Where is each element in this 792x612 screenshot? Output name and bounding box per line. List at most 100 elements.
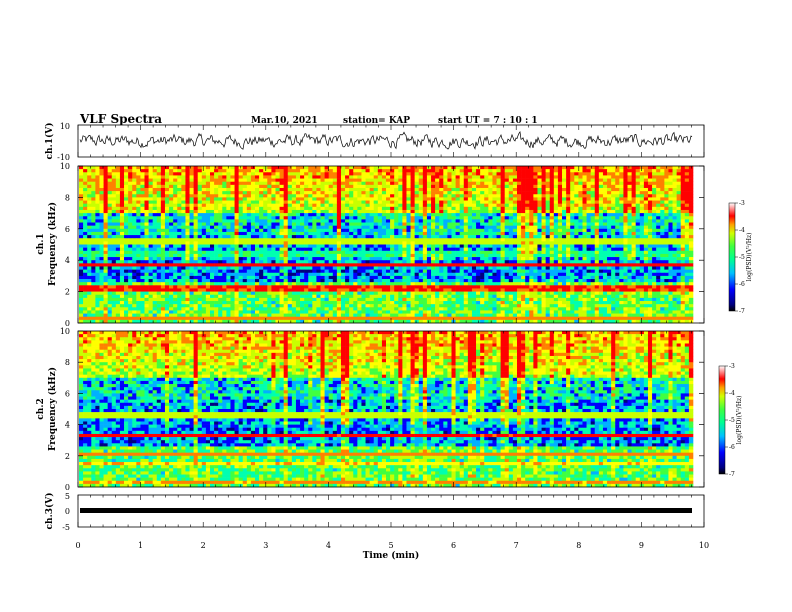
- spectrogram-cell: [435, 209, 440, 214]
- spectrogram-cell: [91, 257, 96, 261]
- spectrogram-cell: [480, 244, 485, 248]
- spectrogram-cell: [103, 253, 108, 258]
- spectrogram-cell: [214, 178, 219, 182]
- spectrogram-cell: [295, 191, 301, 195]
- spectrogram-cell: [656, 181, 661, 186]
- spectrogram-cell: [279, 250, 284, 255]
- spectrogram-cell: [656, 191, 661, 195]
- spectrogram-cell: [218, 178, 223, 182]
- spectrogram-cell: [410, 175, 415, 179]
- spectrogram-cell: [246, 216, 252, 220]
- spectrogram-cell: [332, 247, 338, 252]
- spectrogram-cell: [214, 206, 219, 211]
- spectrogram-cell: [664, 250, 669, 255]
- spectrogram-cell: [308, 235, 313, 239]
- spectrogram-cell: [255, 178, 260, 182]
- spectrogram-cell: [169, 269, 174, 274]
- spectrogram-cell: [594, 194, 600, 198]
- spectrogram-cell: [516, 216, 522, 220]
- spectrogram-cell: [95, 266, 100, 270]
- spectrogram-cell: [205, 216, 211, 220]
- spectrogram-cell: [152, 194, 158, 198]
- spectrogram-cell: [242, 169, 248, 173]
- spectrogram-cell: [193, 200, 198, 204]
- spectrogram-cell: [381, 266, 387, 270]
- spectrogram-cell: [115, 260, 121, 264]
- spectrogram-cell: [607, 187, 612, 192]
- spectrogram-cell: [529, 260, 534, 264]
- spectrogram-cell: [398, 187, 403, 192]
- spectrogram-cell: [275, 250, 280, 255]
- spectrogram-cell: [111, 209, 117, 214]
- spectrogram-cell: [615, 206, 620, 211]
- spectrogram-cell: [177, 172, 182, 176]
- spectrogram-cell: [586, 200, 591, 204]
- spectrogram-cell: [209, 191, 215, 195]
- spectrogram-cell: [426, 175, 432, 179]
- spectrogram-cell: [537, 209, 542, 214]
- spectrogram-cell: [205, 235, 211, 239]
- spectrogram-cell: [394, 166, 399, 170]
- spectrogram-cell: [283, 200, 289, 204]
- spectrogram-cell: [238, 228, 244, 233]
- spectrogram-cell: [451, 244, 456, 248]
- spectrogram-cell: [181, 231, 186, 236]
- spectrogram-cell: [193, 178, 198, 182]
- spectrogram-cell: [656, 184, 661, 189]
- spectrogram-cell: [525, 216, 530, 220]
- spectrogram-cell: [508, 169, 514, 173]
- spectrogram-cell: [386, 200, 391, 204]
- spectrogram-cell: [193, 191, 198, 195]
- spectrogram-cell: [99, 231, 104, 236]
- spectrogram-cell: [119, 266, 125, 270]
- spectrogram-cell: [586, 181, 591, 186]
- spectrogram-cell: [189, 181, 194, 186]
- spectrogram-cell: [463, 169, 469, 173]
- spectrogram-cell: [209, 244, 215, 248]
- spectrogram-cell: [336, 238, 342, 242]
- spectrogram-cell: [365, 206, 370, 211]
- spectrogram-cell: [611, 166, 616, 170]
- spectrogram-cell: [160, 266, 166, 270]
- spectrogram-cell: [619, 266, 624, 270]
- spectrogram-cell: [91, 263, 96, 267]
- spectrogram-cell: [525, 247, 530, 252]
- spectrogram-cell: [471, 266, 477, 270]
- spectrogram-cell: [431, 200, 436, 204]
- spectrogram-cell: [431, 209, 436, 214]
- spectrogram-cell: [169, 250, 174, 255]
- spectrogram-cell: [107, 178, 113, 182]
- spectrogram-cell: [209, 219, 215, 223]
- spectrogram-cell: [115, 178, 121, 182]
- spectrogram-cell: [99, 191, 104, 195]
- spectrogram-cell: [201, 178, 207, 182]
- spectrogram-cell: [160, 197, 166, 201]
- spectrogram-cell: [402, 166, 407, 170]
- spectrogram-cell: [431, 175, 436, 179]
- spectrogram-cell: [381, 181, 387, 186]
- spectrogram-cell: [463, 197, 469, 201]
- spectrogram-cell: [631, 247, 636, 252]
- spectrogram-cell: [365, 191, 370, 195]
- spectrogram-cell: [164, 209, 170, 214]
- spectrogram-cell: [426, 203, 432, 208]
- spectrogram-cell: [234, 260, 239, 264]
- spectrogram-cell: [406, 244, 411, 248]
- spectrogram-cell: [496, 216, 501, 220]
- spectrogram-cell: [402, 244, 407, 248]
- spectrogram-cell: [144, 191, 149, 195]
- spectrogram-cell: [316, 257, 321, 261]
- spectrogram-cell: [132, 175, 137, 179]
- spectrogram-cell: [136, 191, 141, 195]
- spectrogram-cell: [639, 257, 645, 261]
- spectrogram-cell: [410, 263, 415, 267]
- spectrogram-cell: [496, 181, 501, 186]
- spectrogram-cell: [381, 203, 387, 208]
- spectrogram-cell: [463, 222, 469, 226]
- spectrogram-cell: [79, 263, 84, 267]
- spectrogram-cell: [295, 241, 301, 245]
- spectrogram-cell: [83, 178, 88, 182]
- spectrogram-cell: [410, 222, 415, 226]
- spectrogram-cell: [553, 225, 559, 230]
- spectrogram-cell: [230, 181, 235, 186]
